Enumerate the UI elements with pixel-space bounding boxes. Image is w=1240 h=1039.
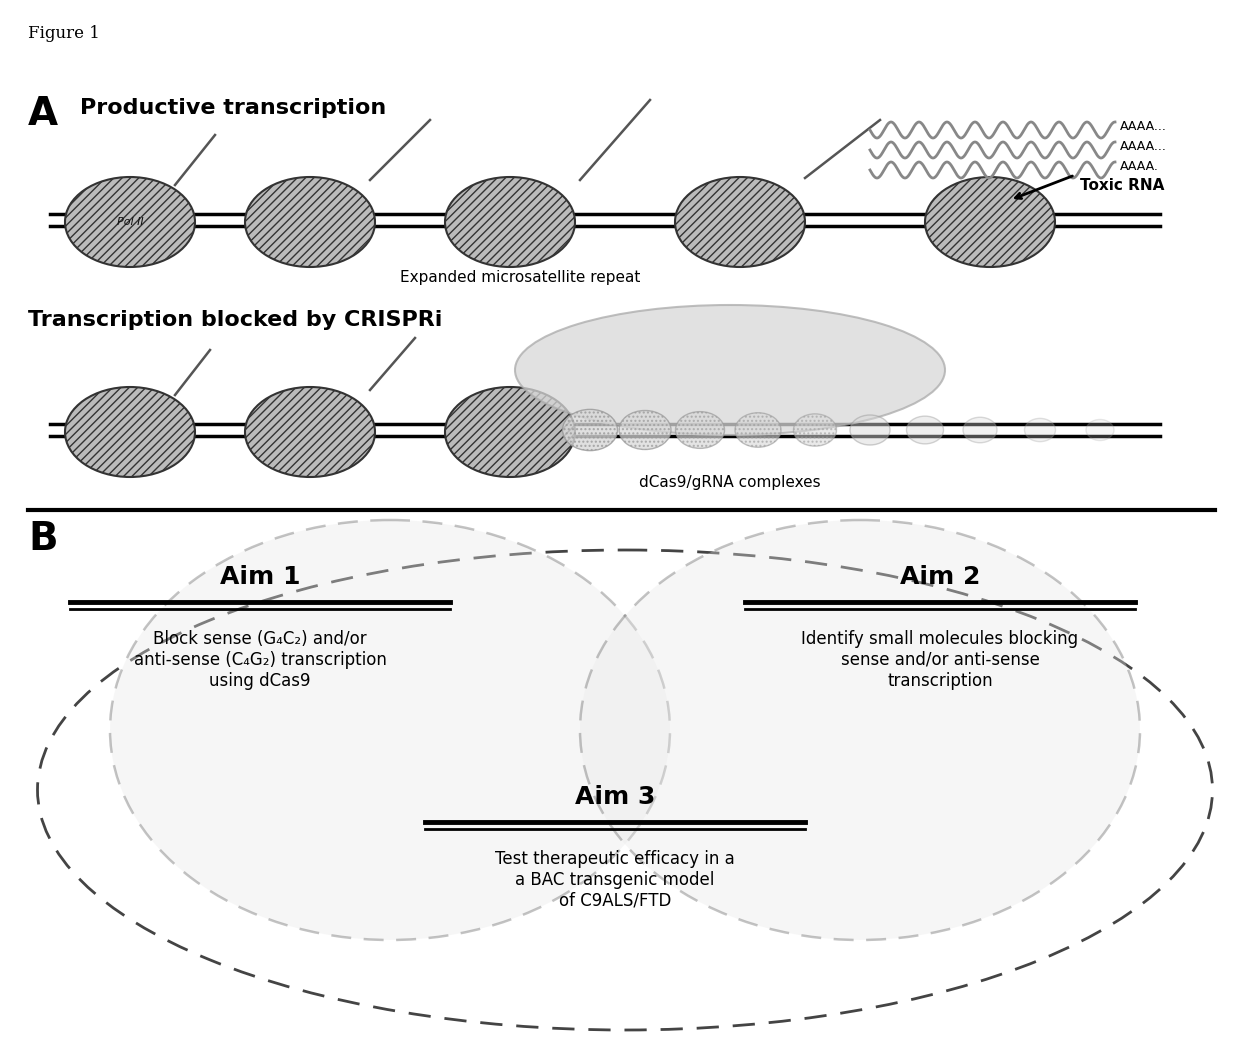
Ellipse shape (515, 305, 945, 435)
Ellipse shape (445, 177, 575, 267)
Text: Aim 2: Aim 2 (900, 565, 980, 589)
Ellipse shape (963, 418, 997, 443)
Text: Identify small molecules blocking
sense and/or anti-sense
transcription: Identify small molecules blocking sense … (801, 630, 1079, 690)
Text: AAAA...: AAAA... (1120, 121, 1167, 133)
Text: Toxic RNA: Toxic RNA (1080, 179, 1164, 193)
Ellipse shape (794, 414, 837, 446)
Ellipse shape (64, 177, 195, 267)
Ellipse shape (735, 412, 781, 447)
Text: dCas9/gRNA complexes: dCas9/gRNA complexes (639, 475, 821, 490)
Text: Productive transcription: Productive transcription (81, 98, 386, 118)
Text: Aim 3: Aim 3 (575, 785, 655, 809)
Ellipse shape (906, 417, 944, 444)
Text: Pol II: Pol II (117, 217, 144, 227)
Text: AAAA...: AAAA... (1120, 140, 1167, 154)
Ellipse shape (676, 411, 724, 449)
Ellipse shape (64, 387, 195, 477)
Ellipse shape (1086, 420, 1114, 441)
Ellipse shape (675, 177, 805, 267)
Text: Test therapeutic efficacy in a
a BAC transgenic model
of C9ALS/FTD: Test therapeutic efficacy in a a BAC tra… (495, 850, 735, 909)
Text: Figure 1: Figure 1 (29, 25, 100, 42)
Ellipse shape (445, 387, 575, 477)
Text: Expanded microsatellite repeat: Expanded microsatellite repeat (399, 270, 640, 285)
Ellipse shape (563, 409, 618, 451)
Ellipse shape (246, 387, 374, 477)
Ellipse shape (925, 177, 1055, 267)
Text: Aim 1: Aim 1 (219, 565, 300, 589)
Ellipse shape (110, 520, 670, 940)
Ellipse shape (1024, 419, 1055, 442)
Ellipse shape (849, 415, 890, 445)
Text: Transcription blocked by CRISPRi: Transcription blocked by CRISPRi (29, 310, 443, 330)
Ellipse shape (246, 177, 374, 267)
Ellipse shape (619, 410, 671, 450)
Text: Block sense (G₄C₂) and/or
anti-sense (C₄G₂) transcription
using dCas9: Block sense (G₄C₂) and/or anti-sense (C₄… (134, 630, 387, 690)
Text: AAAA.: AAAA. (1120, 160, 1159, 174)
Text: A: A (29, 95, 58, 133)
Ellipse shape (580, 520, 1140, 940)
Text: B: B (29, 520, 57, 558)
